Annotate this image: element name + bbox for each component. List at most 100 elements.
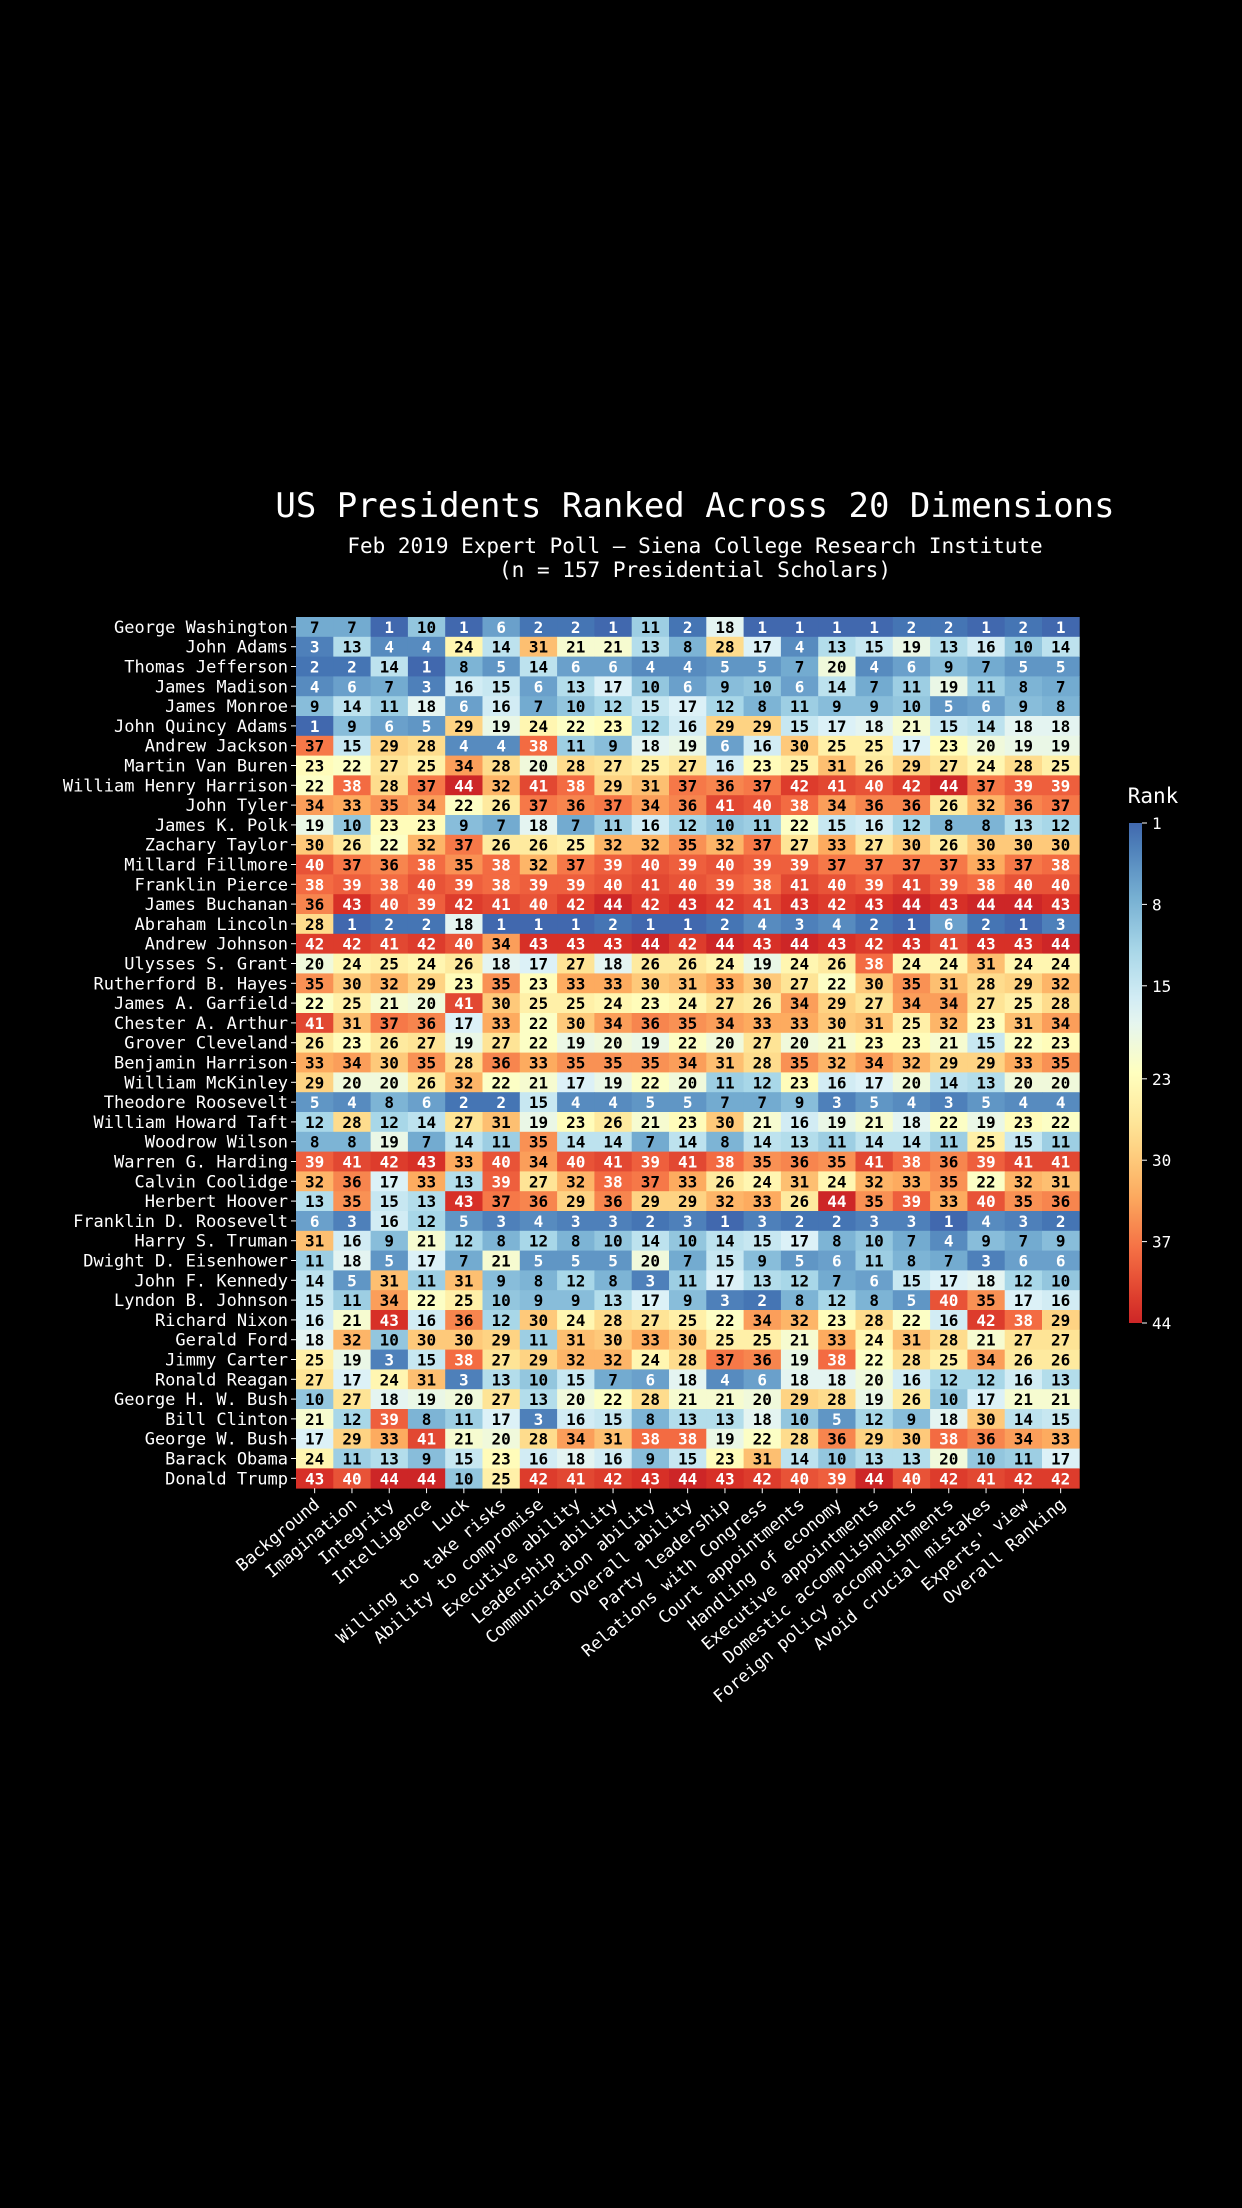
heat-cell	[519, 617, 558, 638]
cell-value: 8	[347, 1133, 357, 1152]
cell-value: 4	[795, 638, 805, 657]
cell-value: 38	[753, 875, 772, 894]
cell-value: 30	[1051, 836, 1070, 855]
cell-value: 28	[641, 1390, 660, 1409]
cell-value: 10	[603, 1232, 622, 1251]
heat-cell	[482, 656, 521, 677]
cell-value: 16	[417, 1311, 436, 1330]
cell-value: 14	[678, 1133, 697, 1152]
cell-value: 8	[981, 816, 991, 835]
cell-value: 1	[459, 618, 469, 637]
cell-value: 10	[492, 1291, 511, 1310]
cell-value: 20	[529, 757, 548, 776]
heat-cell	[594, 775, 633, 796]
heat-cell	[967, 834, 1006, 855]
heat-cell	[333, 617, 371, 638]
cell-value: 12	[790, 1271, 809, 1290]
cell-value: 4	[907, 1093, 917, 1112]
chart-title: US Presidents Ranked Across 20 Dimension…	[275, 486, 1114, 526]
cell-value: 8	[310, 1133, 320, 1152]
heat-cell	[1004, 716, 1043, 737]
cell-value: 28	[865, 1311, 884, 1330]
heat-cell	[855, 795, 894, 816]
heat-cell	[743, 933, 782, 954]
heat-cell	[445, 914, 483, 935]
cell-value: 3	[869, 1212, 879, 1231]
heat-cell	[519, 874, 558, 895]
heat-cell	[1004, 775, 1043, 796]
heat-cell	[482, 815, 521, 836]
cell-value: 10	[865, 1232, 884, 1251]
row-label: James Buchanan	[145, 895, 288, 915]
heat-cell	[296, 854, 334, 875]
row-label: Woodrow Wilson	[145, 1133, 288, 1153]
cell-value: 43	[865, 895, 884, 914]
cell-value: 19	[715, 1430, 734, 1449]
heat-cell	[892, 953, 931, 974]
heat-cell	[1004, 973, 1043, 994]
cell-value: 29	[902, 757, 921, 776]
heat-cell	[930, 636, 968, 657]
cell-value: 13	[902, 1450, 921, 1469]
cell-value: 34	[715, 1014, 734, 1033]
cell-value: 7	[832, 1271, 842, 1290]
cell-value: 20	[492, 1430, 511, 1449]
cell-value: 33	[678, 1172, 697, 1191]
heat-cell	[519, 716, 558, 737]
cell-value: 20	[902, 1073, 921, 1092]
cell-value: 16	[1051, 1291, 1070, 1310]
cell-value: 8	[571, 1232, 581, 1251]
cell-value: 11	[454, 1410, 473, 1429]
heat-cell	[855, 973, 894, 994]
cell-value: 29	[380, 737, 399, 756]
cell-value: 42	[902, 776, 921, 795]
heat-cell	[370, 914, 409, 935]
cell-value: 40	[380, 895, 399, 914]
cell-value: 24	[529, 717, 548, 736]
heat-cell	[370, 735, 409, 756]
cell-value: 21	[790, 1331, 809, 1350]
cell-value: 25	[417, 757, 436, 776]
cell-value: 20	[753, 1390, 772, 1409]
heat-cell	[482, 973, 521, 994]
cell-value: 16	[305, 1311, 324, 1330]
cell-value: 42	[939, 1469, 958, 1488]
heat-cell	[967, 636, 1006, 657]
heat-cell	[370, 933, 409, 954]
heat-cell	[818, 716, 856, 737]
heat-cell	[967, 676, 1006, 697]
heat-cell	[631, 696, 670, 717]
cell-value: 16	[342, 1232, 361, 1251]
cell-value: 37	[715, 1351, 734, 1370]
cell-value: 13	[753, 1271, 772, 1290]
cell-value: 8	[608, 1271, 618, 1290]
cell-value: 29	[529, 1351, 548, 1370]
cell-value: 30	[417, 1331, 436, 1350]
cell-value: 31	[976, 955, 995, 974]
cell-value: 18	[790, 1370, 809, 1389]
cell-value: 37	[566, 856, 585, 875]
cell-value: 5	[720, 658, 730, 677]
heat-cell	[594, 656, 633, 677]
cell-value: 5	[1056, 658, 1066, 677]
cell-value: 30	[342, 974, 361, 993]
heat-cell	[296, 636, 334, 657]
cell-value: 22	[492, 1073, 511, 1092]
cell-value: 43	[715, 1469, 734, 1488]
cell-value: 29	[715, 717, 734, 736]
heat-cell	[370, 676, 409, 697]
heat-cell	[594, 874, 633, 895]
cell-value: 27	[790, 836, 809, 855]
cell-value: 11	[753, 816, 772, 835]
heat-cell	[370, 636, 409, 657]
cell-value: 23	[305, 757, 324, 776]
cell-value: 37	[380, 1014, 399, 1033]
heat-cell	[631, 636, 670, 657]
cell-value: 12	[678, 816, 697, 835]
heat-cell	[669, 676, 707, 697]
cell-value: 18	[939, 1410, 958, 1429]
cell-value: 24	[1014, 955, 1033, 974]
cell-value: 27	[380, 757, 399, 776]
cell-value: 22	[454, 796, 473, 815]
